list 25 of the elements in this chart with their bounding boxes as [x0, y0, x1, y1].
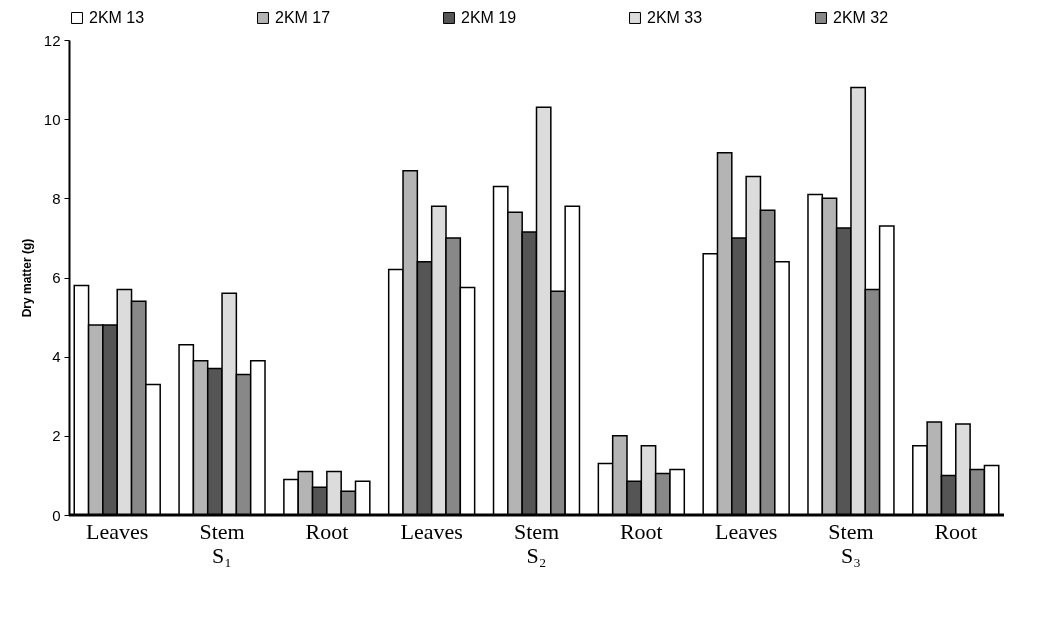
x-tick-label: Root: [934, 518, 978, 544]
y-tick-label: 12: [43, 31, 61, 49]
x-tick-label: Stem: [828, 518, 874, 544]
legend-label: 2KM 19: [461, 9, 517, 26]
y-tick-label: 8: [52, 189, 61, 207]
text: S₂: [526, 542, 547, 568]
y-axis-title: Dry matter (g): [19, 238, 34, 318]
legend-label: 2KM 13: [89, 9, 145, 26]
text: S₁: [212, 542, 232, 568]
y-tick-label: 0: [52, 506, 61, 524]
x-tick-label: Leaves: [400, 518, 463, 544]
x-tick-label: Leaves: [86, 518, 149, 544]
legend-label: 2KM 33: [647, 9, 703, 26]
legend-label: 2KM 32: [833, 9, 889, 26]
y-tick-label: 4: [52, 348, 61, 366]
x-tick-label: Stem: [513, 518, 560, 544]
x-tick-label: Stem: [199, 518, 245, 544]
y-tick-label: 10: [43, 110, 61, 128]
x-tick-label: Root: [305, 518, 349, 544]
y-tick-label: 2: [52, 427, 61, 445]
legend-label: 2KM 17: [275, 9, 331, 26]
y-tick-label: 6: [52, 269, 61, 286]
x-tick-label: Leaves: [714, 518, 778, 544]
x-tick-label: Root: [619, 518, 663, 544]
text: S₃: [841, 542, 861, 568]
